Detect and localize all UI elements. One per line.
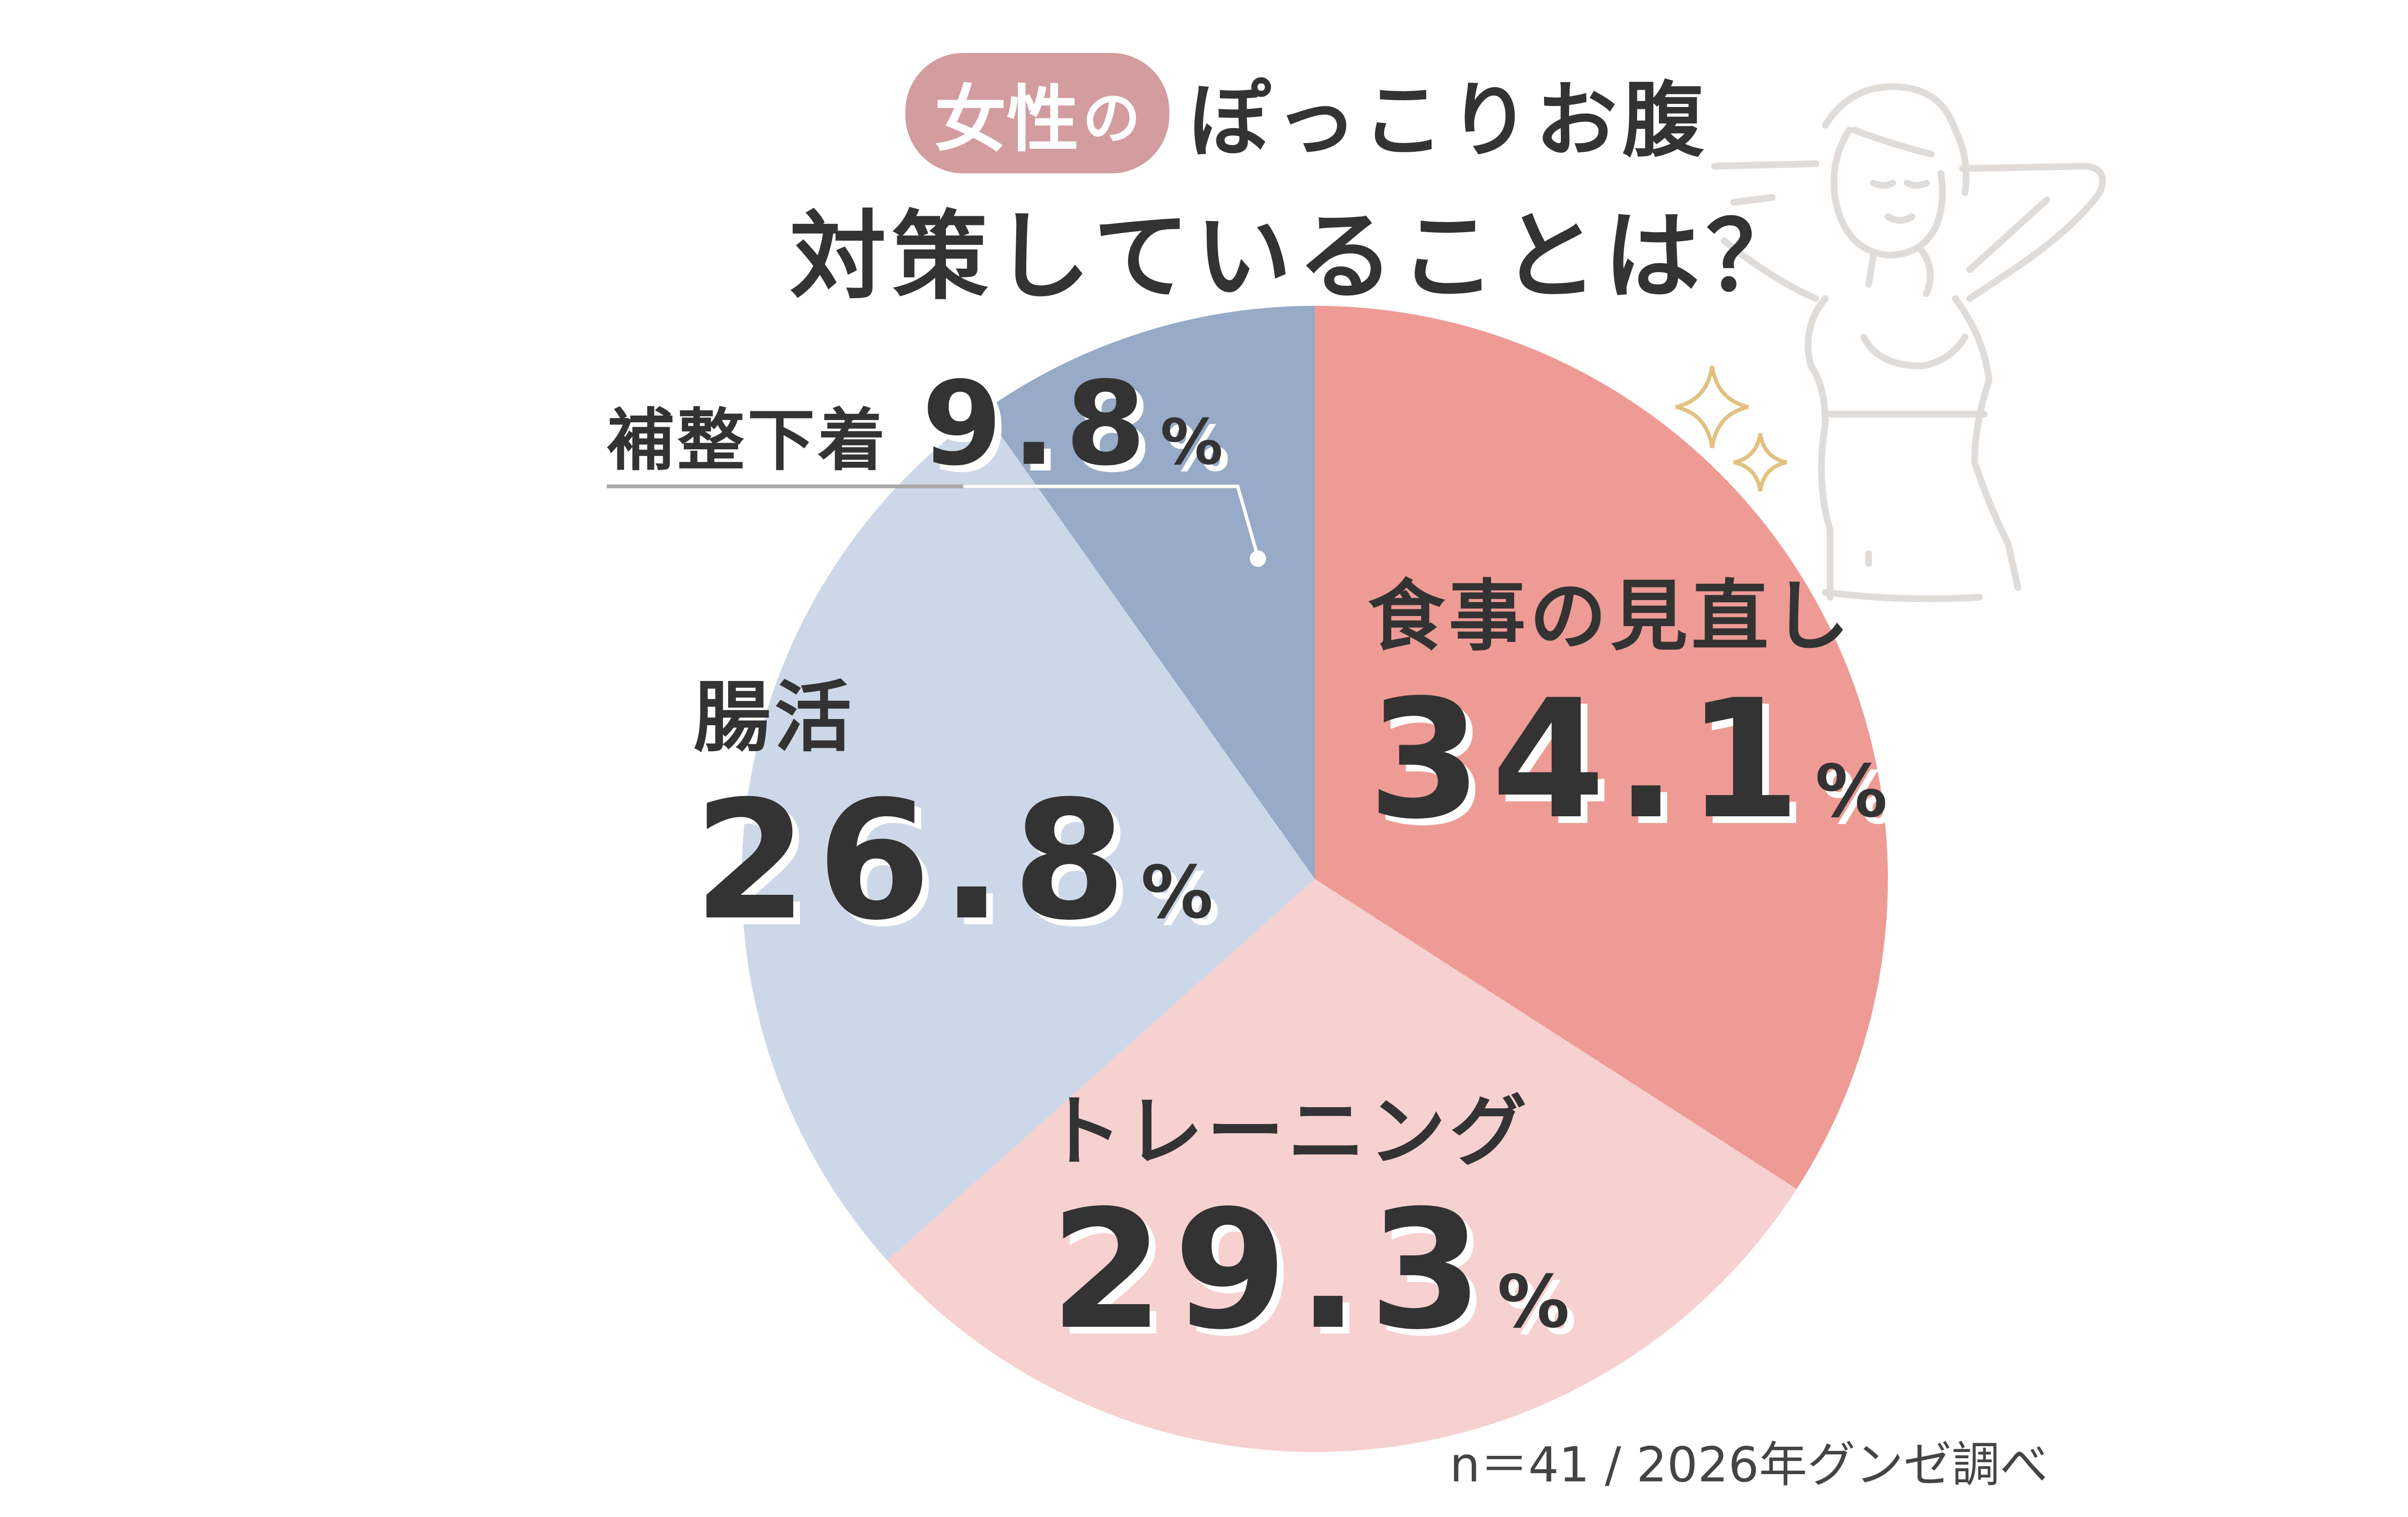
label-hosei-name: 補整下着 [607,402,889,480]
highlight-suffix: の [1083,85,1141,152]
highlight-badge: 女性の [905,53,1170,173]
label-choukatsu-name: 腸活 [694,672,856,762]
sparkle-icon [1675,366,1787,492]
label-choukatsu: 26.8 % [694,766,1223,956]
label-training-name: トレーニング [1045,1086,1531,1177]
pie-slice [741,411,1315,1261]
label-training: 29.3 % [1050,1175,1579,1366]
leader-line [963,484,1259,554]
label-shokuji-unit: % [1815,750,1898,834]
title-line-2: 対策していることは？ [790,201,1808,313]
pie-slice [1315,306,1888,1189]
woman-stretching-icon [1711,83,2106,602]
footnote: n＝41 / 2026年グンゼ調べ [1450,1437,2048,1493]
label-hosei: 補整下着 9.8 % [607,356,1232,491]
label-choukatsu-value: 26.8 [694,766,1136,956]
label-shokuji-name: 食事の見直し [1368,571,1854,661]
highlight-text: 女性 [934,78,1079,162]
label-shokuji: 34.1 % [1368,665,1897,855]
title-line-1: 女性の ぽっこりお腹 [905,48,1709,178]
leader-dot [1250,550,1266,567]
label-hosei-unit: % [1160,405,1233,479]
pie-slices [741,306,1888,1452]
label-hosei-value: 9.8 [922,356,1156,491]
pie-slice [887,879,1797,1452]
label-training-unit: % [1497,1260,1580,1344]
label-choukatsu-unit: % [1140,851,1223,935]
label-training-value: 29.3 [1050,1175,1492,1366]
title-line-1-text: ぽっこりお腹 [1189,73,1709,169]
pie-slice [983,306,1315,879]
label-shokuji-value: 34.1 [1368,665,1810,855]
